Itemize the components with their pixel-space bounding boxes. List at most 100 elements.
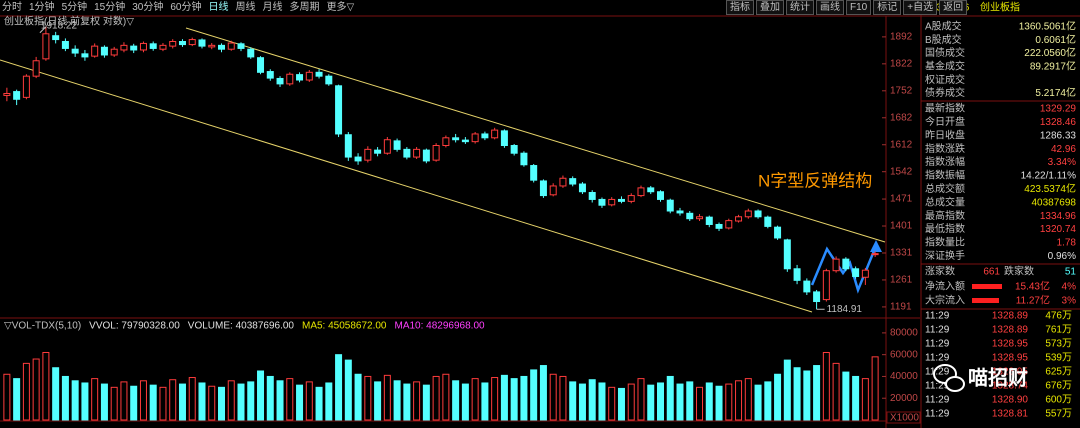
stat-value: 5.2174亿 bbox=[1035, 86, 1076, 99]
tick-volume: 539万 bbox=[1045, 353, 1072, 364]
period-tab[interactable]: 月线 bbox=[262, 2, 283, 13]
period-tab[interactable]: 1分钟 bbox=[29, 2, 55, 13]
volume-bar bbox=[266, 375, 274, 421]
candle-body bbox=[715, 223, 723, 229]
tick-price: 1328.95 bbox=[992, 353, 1029, 364]
watermark-icon bbox=[933, 364, 965, 392]
candle-body bbox=[178, 40, 186, 46]
tool-button[interactable]: 标记 bbox=[873, 0, 902, 15]
candle-body bbox=[764, 216, 772, 227]
stat-label: 指数振幅 bbox=[925, 169, 965, 182]
volume-bar bbox=[569, 381, 577, 421]
period-tab[interactable]: 日线 bbox=[208, 2, 229, 13]
candle-body bbox=[227, 42, 235, 50]
volume-bar bbox=[305, 381, 313, 421]
candle-body bbox=[32, 60, 40, 77]
candle-body bbox=[237, 43, 245, 49]
y-tick-label: 1401 bbox=[890, 221, 913, 232]
candle-body bbox=[130, 45, 138, 51]
tick-price: 1328.89 bbox=[992, 325, 1029, 336]
candle-body bbox=[71, 48, 79, 54]
volume-bar bbox=[218, 386, 225, 421]
candle-body bbox=[696, 216, 704, 220]
period-tab[interactable]: 30分钟 bbox=[132, 2, 164, 13]
volume-bar bbox=[842, 371, 850, 421]
high-label: 1918.22 bbox=[41, 20, 78, 31]
tick-time: 11:29 bbox=[925, 311, 950, 322]
tick-price: 1328.95 bbox=[992, 339, 1029, 350]
flow-bar bbox=[972, 298, 999, 303]
volume-bar bbox=[139, 380, 147, 421]
stat-label: 最新指数 bbox=[925, 102, 965, 115]
stat-label: 指数涨跌 bbox=[925, 142, 965, 155]
period-tab[interactable]: 5分钟 bbox=[61, 2, 88, 13]
tool-button[interactable]: +自选 bbox=[903, 0, 938, 15]
candle-body bbox=[686, 212, 694, 220]
tick-volume: 557万 bbox=[1045, 409, 1072, 420]
candle-body bbox=[120, 44, 128, 51]
stat-value: 14.22/1.11% bbox=[1021, 171, 1077, 182]
stat-value: 1.78 bbox=[1057, 238, 1077, 249]
volume-bar bbox=[822, 351, 830, 421]
candle-body bbox=[266, 71, 274, 79]
stat-label: 最低指数 bbox=[925, 222, 965, 235]
volume-bar bbox=[744, 378, 752, 421]
tool-button[interactable]: F10 bbox=[846, 0, 872, 15]
candle-body bbox=[569, 178, 577, 185]
volume-bar bbox=[803, 370, 811, 421]
volume-bar bbox=[578, 383, 586, 421]
y-tick-label: 1752 bbox=[890, 85, 913, 96]
volume-bar bbox=[432, 375, 440, 421]
candle-body bbox=[793, 268, 801, 281]
stat-value: 1328.46 bbox=[1040, 117, 1077, 128]
candle-body bbox=[91, 45, 99, 57]
stat-label: 今日开盘 bbox=[925, 115, 965, 128]
volume-bar bbox=[832, 362, 840, 421]
period-tab[interactable]: 分时 bbox=[2, 2, 22, 13]
breadth-value: 661 bbox=[983, 267, 1000, 278]
tick-price: 1328.89 bbox=[992, 311, 1029, 322]
candle-body bbox=[393, 140, 401, 150]
candle-body bbox=[296, 74, 304, 81]
candle-body bbox=[3, 93, 11, 96]
y-tick-label: 40000 bbox=[890, 371, 918, 382]
volume-bar bbox=[286, 378, 294, 421]
candle-body bbox=[735, 216, 743, 222]
candle-body bbox=[510, 145, 518, 154]
volume-bar bbox=[52, 367, 60, 421]
candle-body bbox=[22, 75, 30, 98]
period-tab[interactable]: 更多▽ bbox=[326, 2, 355, 13]
volume-bar bbox=[296, 384, 304, 421]
candle-body bbox=[335, 85, 343, 135]
tool-button[interactable]: 返回 bbox=[939, 0, 968, 15]
tool-button[interactable]: 叠加 bbox=[756, 0, 784, 15]
candle-body bbox=[81, 53, 89, 58]
volume-bar bbox=[735, 380, 743, 421]
tick-time: 11:29 bbox=[925, 409, 950, 420]
volume-bar bbox=[61, 375, 69, 421]
candle-body bbox=[257, 57, 265, 73]
volume-bar bbox=[100, 383, 108, 421]
tool-button[interactable]: 统计 bbox=[786, 0, 814, 15]
volume-bar bbox=[120, 381, 128, 421]
tool-button[interactable]: 画线 bbox=[816, 0, 844, 15]
candle-body bbox=[139, 42, 147, 51]
legend-item: ▽VOL-TDX(5,10) bbox=[4, 321, 81, 332]
tool-button[interactable]: 指标 bbox=[726, 0, 754, 15]
volume-bar bbox=[276, 380, 284, 421]
stat-value: 3.34% bbox=[1048, 157, 1076, 168]
volume-bar bbox=[335, 354, 343, 421]
period-tab[interactable]: 60分钟 bbox=[170, 2, 202, 13]
stat-value: 1334.96 bbox=[1040, 211, 1077, 222]
volume-bar bbox=[22, 362, 30, 421]
volume-bar bbox=[208, 385, 216, 421]
name: 创业板指 bbox=[980, 1, 1020, 14]
volume-bar bbox=[178, 383, 186, 421]
period-tab[interactable]: 15分钟 bbox=[94, 2, 126, 13]
candle-body bbox=[247, 48, 255, 58]
tick-price: 1328.74 bbox=[992, 381, 1029, 392]
period-tab[interactable]: 周线 bbox=[235, 2, 256, 13]
candle-body bbox=[520, 152, 528, 166]
candle-body bbox=[666, 199, 674, 212]
period-tab[interactable]: 多周期 bbox=[289, 2, 320, 13]
